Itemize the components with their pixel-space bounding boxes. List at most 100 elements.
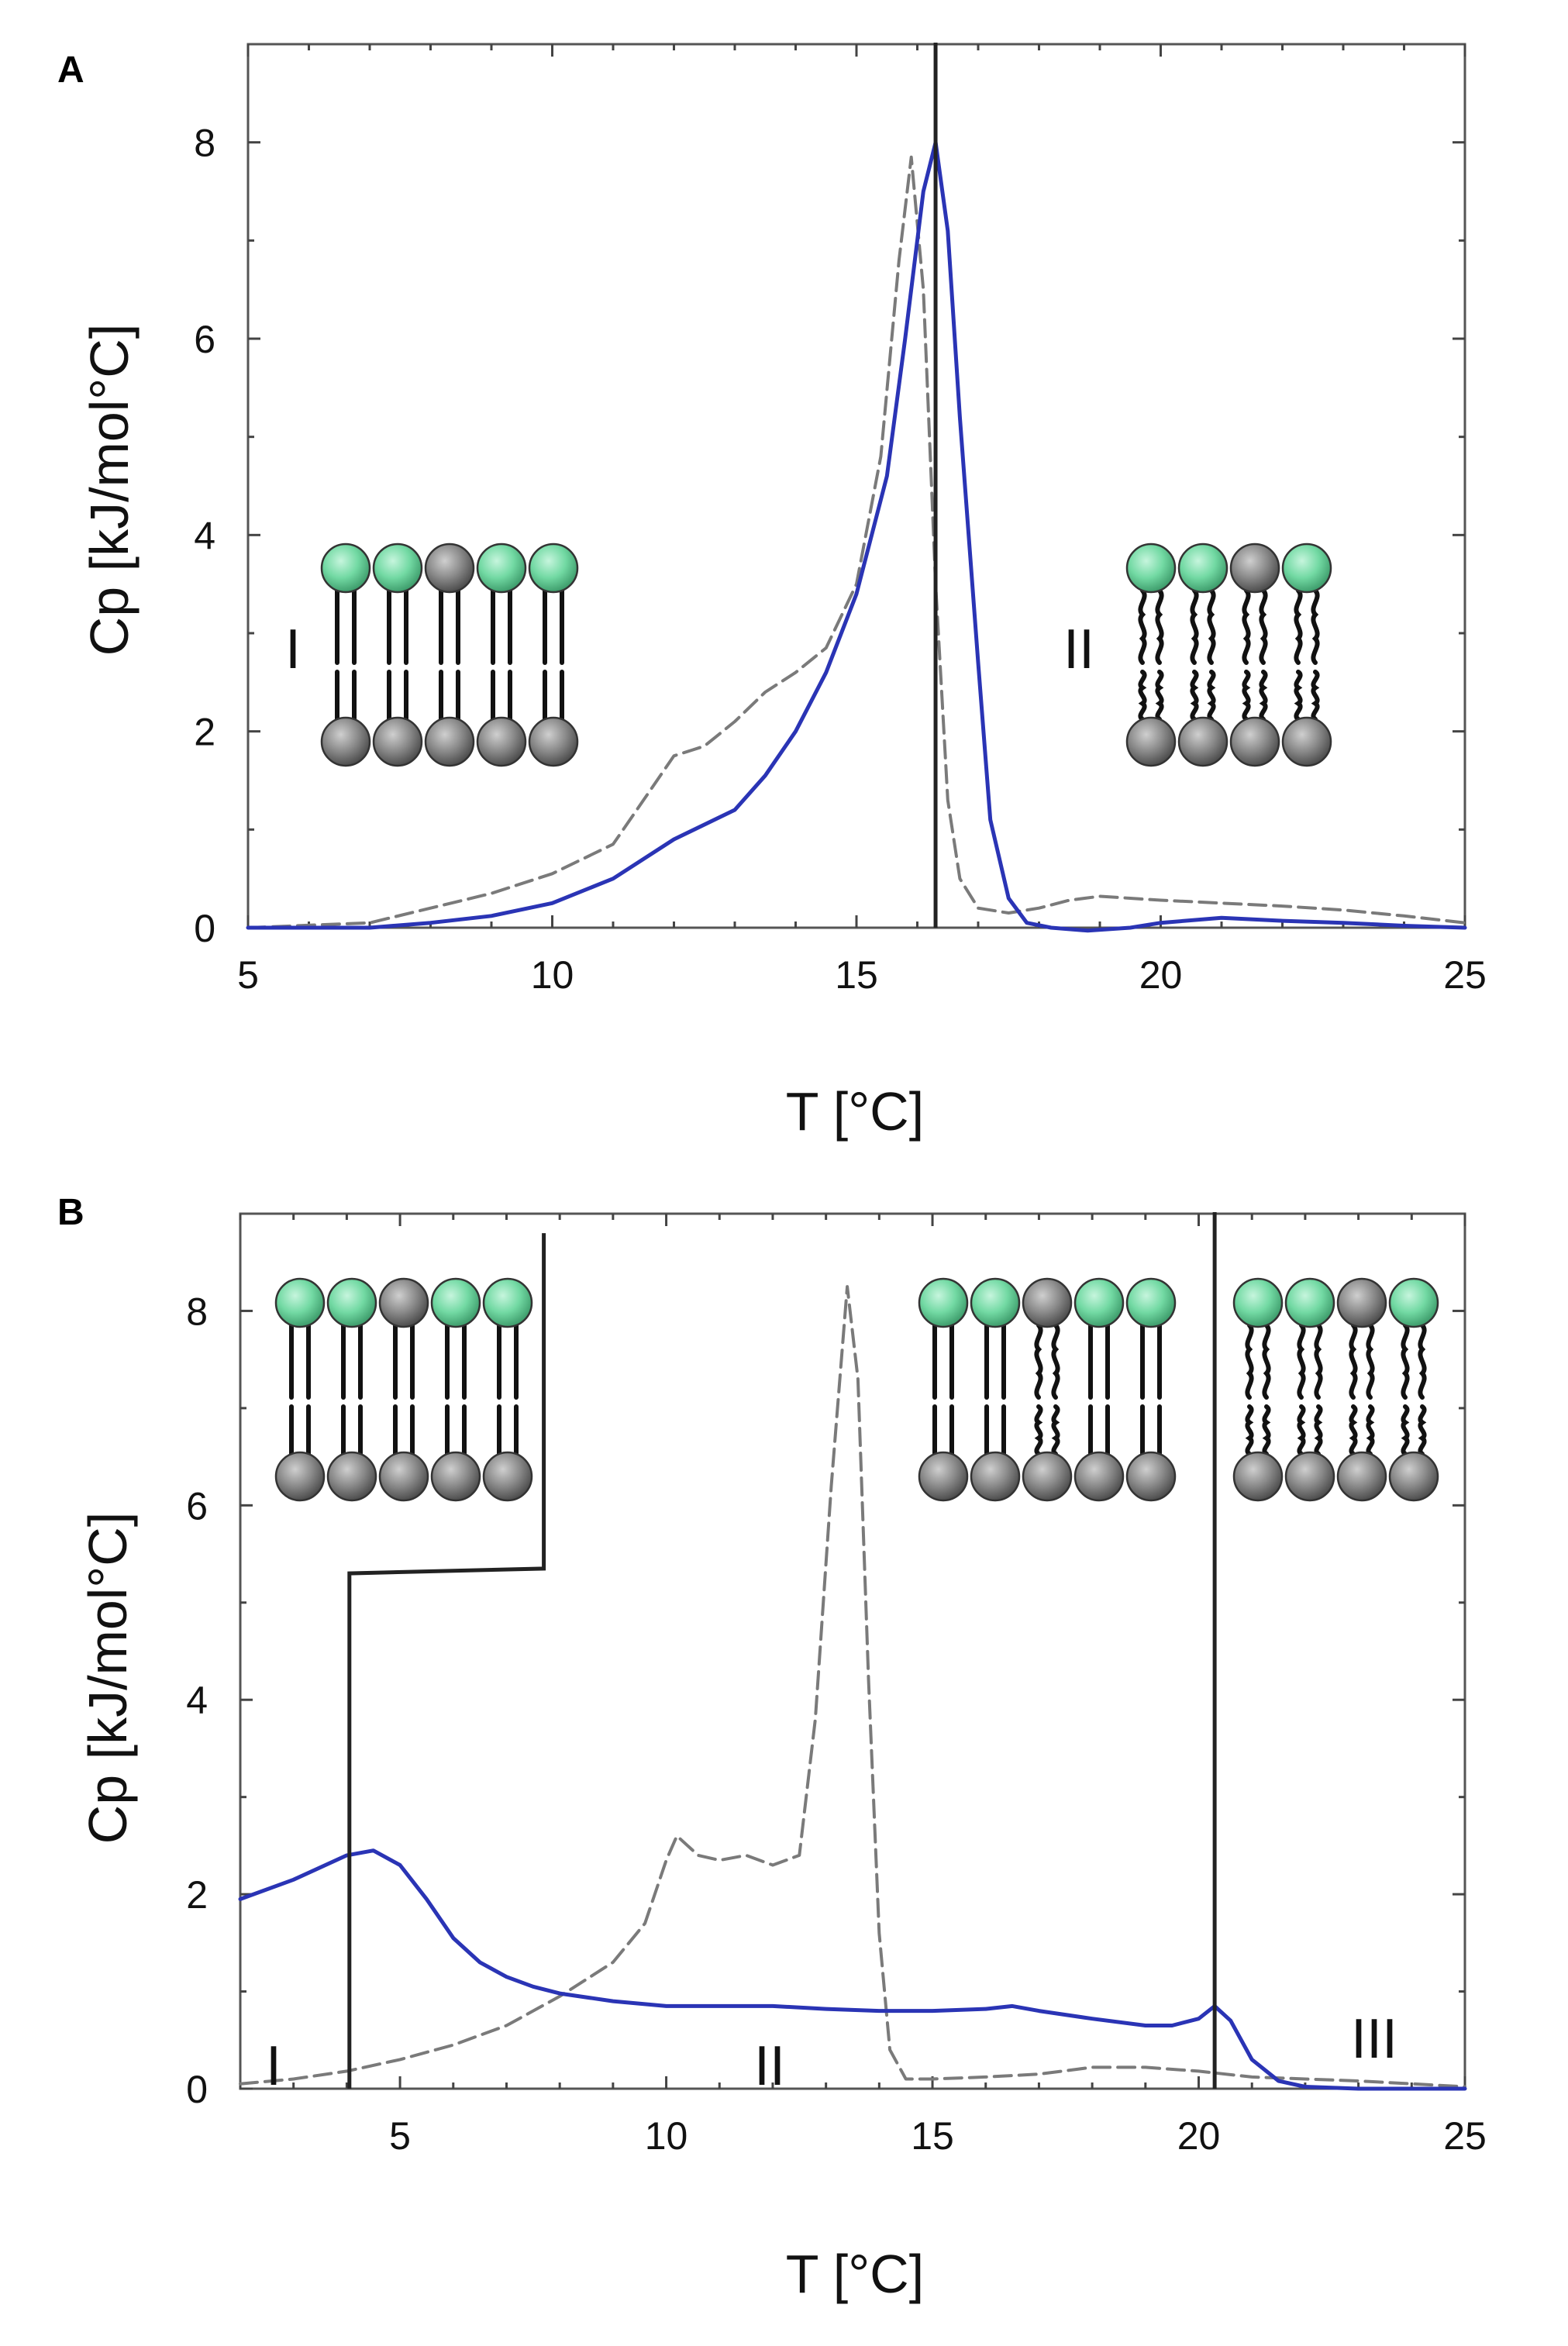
lipid-head-green bbox=[1177, 543, 1229, 594]
series-line-dashed-gray-b bbox=[239, 1285, 1466, 2089]
lipid-head-gray bbox=[1125, 1451, 1177, 1502]
lipid-tail bbox=[1138, 588, 1147, 665]
lipid-tail bbox=[1207, 588, 1216, 665]
plot-frame-a bbox=[246, 43, 1466, 929]
y-tick-label: 8 bbox=[186, 1290, 208, 1333]
lipid-head-green bbox=[430, 1277, 481, 1328]
lipid-tail bbox=[1155, 670, 1164, 722]
lipid-tail bbox=[1366, 1323, 1375, 1400]
panel-b-label: B bbox=[57, 1192, 84, 1233]
membrane-gel-phase-icon bbox=[274, 1277, 533, 1502]
y-tick-label: 4 bbox=[194, 514, 215, 557]
x-tick-label: 15 bbox=[835, 953, 878, 997]
lipid-head-green bbox=[1281, 543, 1332, 594]
lipid-head-gray bbox=[274, 1451, 326, 1502]
lipid-tail bbox=[1259, 588, 1268, 665]
lipid-head-gray bbox=[378, 1277, 429, 1328]
panel-a-label: A bbox=[57, 50, 84, 91]
panel-b-icons bbox=[274, 1277, 1439, 1502]
lipid-head-green bbox=[320, 543, 371, 594]
region-label-b-2: III bbox=[1351, 2008, 1397, 2070]
lipid-head-green bbox=[1388, 1277, 1439, 1328]
lipid-head-gray bbox=[918, 1451, 969, 1502]
membrane-mixed-phase-icon bbox=[918, 1277, 1177, 1502]
panel-b-chart: B 5 10 15 20 25 0 2 4 6 8 I II III T [°C] Cp [kJ/… bbox=[57, 1192, 1487, 2304]
lipid-tail bbox=[1259, 670, 1268, 722]
lipid-tail bbox=[1155, 588, 1164, 665]
series-line-blue-a bbox=[246, 140, 1467, 933]
panel-a-chart: A 5 10 15 20 25 0 2 4 6 8 I II T [°C] Cp [kJ/mol°… bbox=[57, 43, 1487, 1142]
lipid-tail bbox=[1401, 1404, 1410, 1456]
x-tick-label: 25 bbox=[1443, 2114, 1487, 2158]
lipid-tail bbox=[1418, 1323, 1427, 1400]
lipid-head-gray bbox=[320, 716, 371, 767]
x-tick-label: 10 bbox=[645, 2114, 688, 2158]
lipid-tail bbox=[1401, 1323, 1410, 1400]
panel-a-x-axis-title: T [°C] bbox=[786, 1081, 924, 1142]
lipid-head-green bbox=[970, 1277, 1021, 1328]
lipid-head-gray bbox=[482, 1451, 533, 1502]
lipid-head-gray bbox=[970, 1451, 1021, 1502]
y-tick-label: 0 bbox=[194, 907, 215, 950]
lipid-head-gray bbox=[424, 716, 475, 767]
lipid-tail bbox=[1311, 588, 1320, 665]
lipid-head-green bbox=[528, 543, 579, 594]
lipid-head-gray bbox=[1232, 1451, 1284, 1502]
lipid-head-gray bbox=[424, 543, 475, 594]
panel-b-y-axis-title: Cp [kJ/mol°C] bbox=[78, 1512, 138, 1845]
lipid-tail bbox=[1242, 670, 1251, 722]
lipid-head-green bbox=[326, 1277, 377, 1328]
lipid-head-green bbox=[372, 543, 423, 594]
lipid-tail bbox=[1262, 1323, 1271, 1400]
lipid-head-green bbox=[1125, 543, 1177, 594]
lipid-head-gray bbox=[1022, 1451, 1073, 1502]
x-tick-label: 20 bbox=[1139, 953, 1183, 997]
panel-b-plot: 5 10 15 20 25 0 2 4 6 8 bbox=[186, 1212, 1487, 2158]
lipid-tail bbox=[1418, 1404, 1427, 1456]
lipid-head-gray bbox=[1073, 1451, 1125, 1502]
y-tick-label: 2 bbox=[186, 1873, 208, 1917]
region-label-b-0: I bbox=[266, 2035, 281, 2097]
lipid-head-gray bbox=[326, 1451, 377, 1502]
panel-a-y-axis-title: Cp [kJ/mol°C] bbox=[79, 324, 140, 656]
lipid-tail bbox=[1297, 1323, 1306, 1400]
lipid-tail bbox=[1294, 670, 1303, 722]
lipid-tail bbox=[1245, 1404, 1254, 1456]
lipid-tail bbox=[1138, 670, 1147, 722]
lipid-tail bbox=[1311, 670, 1320, 722]
region-label-a-0: I bbox=[285, 618, 301, 680]
lipid-tail bbox=[1349, 1323, 1358, 1400]
lipid-head-gray bbox=[1177, 716, 1229, 767]
lipid-tail bbox=[1262, 1404, 1271, 1456]
series-line-blue-b bbox=[238, 1848, 1467, 2091]
membrane-fluid-phase-icon bbox=[1125, 543, 1332, 767]
membrane-fluid-phase-icon bbox=[1232, 1277, 1439, 1502]
lipid-tail bbox=[1349, 1404, 1358, 1456]
lipid-head-green bbox=[918, 1277, 969, 1328]
panel-a-plot: 5 10 15 20 25 0 2 4 6 8 bbox=[194, 43, 1487, 997]
lipid-head-gray bbox=[430, 1451, 481, 1502]
lipid-tail bbox=[1190, 670, 1199, 722]
region-label-b-1: II bbox=[754, 2035, 785, 2097]
lipid-head-gray bbox=[1336, 1277, 1387, 1328]
lipid-head-gray bbox=[1022, 1277, 1073, 1328]
lipid-tail bbox=[1245, 1323, 1254, 1400]
lipid-tail bbox=[1051, 1323, 1060, 1400]
series-line-dashed-gray-a bbox=[246, 155, 1466, 929]
lipid-head-gray bbox=[1125, 716, 1177, 767]
panel-a-icons bbox=[320, 543, 1332, 767]
lipid-head-gray bbox=[1336, 1451, 1387, 1502]
plot-frame-b bbox=[239, 1212, 1466, 2090]
y-tick-label: 0 bbox=[186, 2068, 208, 2111]
panel-b-x-axis-title: T [°C] bbox=[786, 2244, 924, 2304]
lipid-head-gray bbox=[1388, 1451, 1439, 1502]
lipid-tail bbox=[1051, 1404, 1060, 1456]
lipid-tail bbox=[1366, 1404, 1375, 1456]
lipid-head-gray bbox=[1229, 716, 1280, 767]
y-tick-label: 6 bbox=[194, 318, 215, 361]
lipid-tail bbox=[1207, 670, 1216, 722]
lipid-head-green bbox=[1284, 1277, 1335, 1328]
lipid-tail bbox=[1314, 1404, 1323, 1456]
y-tick-label: 4 bbox=[186, 1679, 208, 1722]
lipid-head-gray bbox=[528, 716, 579, 767]
